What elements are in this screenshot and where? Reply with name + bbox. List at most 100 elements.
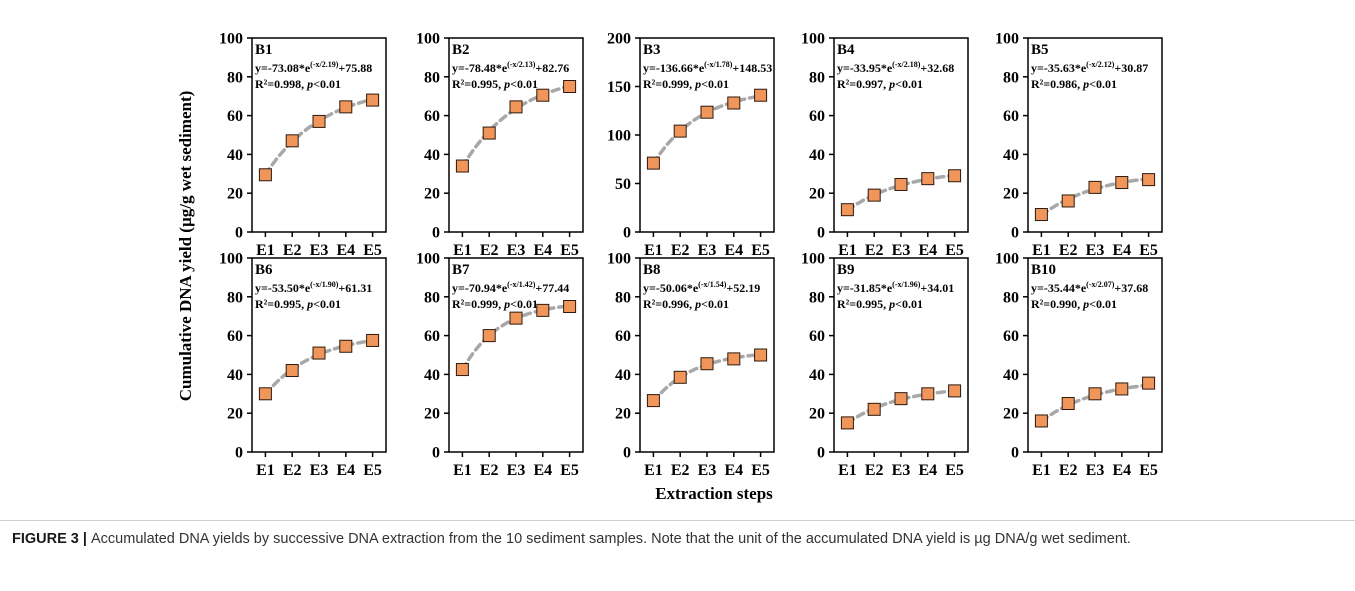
- y-tick-label: 0: [432, 225, 440, 242]
- p-symbol: p: [694, 77, 701, 91]
- y-tick-label: 40: [424, 147, 440, 164]
- data-point: [1142, 376, 1156, 390]
- x-tick-label: E5: [560, 242, 579, 259]
- x-tick-label: E4: [1112, 242, 1131, 259]
- p-symbol: p: [694, 297, 701, 311]
- p-symbol: p: [503, 297, 510, 311]
- y-tick-label: 60: [424, 328, 440, 345]
- data-point: [455, 159, 469, 173]
- x-tick-label: E4: [1112, 462, 1131, 479]
- y-tick-label: 200: [607, 31, 631, 48]
- fit-statistics: R²=0.998, p<0.01: [255, 77, 341, 91]
- data-point: [482, 329, 496, 343]
- data-point: [646, 156, 660, 170]
- x-tick-label: E3: [892, 242, 911, 259]
- y-tick-label: 0: [235, 225, 243, 242]
- x-tick-label: E3: [698, 462, 717, 479]
- data-point: [1115, 176, 1129, 190]
- data-point: [339, 100, 353, 114]
- y-tick-label: 20: [424, 406, 440, 423]
- data-point: [894, 177, 908, 191]
- x-tick-label: E5: [363, 242, 382, 259]
- y-tick-label: 20: [1003, 186, 1019, 203]
- equation-base: y=-50.06*e: [643, 281, 699, 295]
- panel-label: B4: [837, 42, 855, 58]
- equation-constant: +34.01: [920, 281, 954, 295]
- panel-label: B10: [1031, 262, 1056, 278]
- caption-divider: [0, 520, 1355, 521]
- p-value: <0.01: [313, 77, 341, 91]
- panel-b1: 0 20 40 60 80 100 E1 E2 E3 E4 E5 B1 y=-73.08*e(-x/2.…: [219, 31, 387, 259]
- x-tick-label: E2: [283, 242, 302, 259]
- data-point: [339, 339, 353, 353]
- panel-label: B6: [255, 262, 273, 278]
- x-tick-label: E5: [363, 462, 382, 479]
- y-tick-label: 40: [615, 367, 631, 384]
- equation-base: y=-31.85*e: [837, 281, 893, 295]
- x-tick-label: E5: [945, 462, 964, 479]
- data-point: [1034, 414, 1048, 428]
- r-squared: R²=0.999,: [452, 297, 504, 311]
- y-tick-label: 20: [1003, 406, 1019, 423]
- x-tick-label: E1: [838, 242, 857, 259]
- y-tick-label: 100: [801, 31, 825, 48]
- x-tick-label: E4: [533, 462, 552, 479]
- y-tick-label: 100: [607, 128, 631, 145]
- y-tick-label: 80: [227, 69, 243, 86]
- y-tick-label: 80: [809, 69, 825, 86]
- y-tick-label: 0: [817, 225, 825, 242]
- p-symbol: p: [1082, 297, 1089, 311]
- equation-base: y=-53.50*e: [255, 281, 311, 295]
- x-tick-label: E2: [1059, 462, 1078, 479]
- y-tick-label: 80: [1003, 69, 1019, 86]
- x-tick-label: E1: [1032, 242, 1051, 259]
- y-tick-label: 100: [995, 31, 1019, 48]
- equation-exponent: (-x/1.96): [892, 280, 921, 289]
- x-tick-label: E2: [865, 242, 884, 259]
- fit-equation: y=-50.06*e(-x/1.54)+52.19: [643, 280, 760, 295]
- r-squared: R²=0.998,: [255, 77, 307, 91]
- x-tick-label: E3: [507, 462, 526, 479]
- equation-constant: +77.44: [535, 281, 569, 295]
- y-tick-label: 60: [227, 328, 243, 345]
- data-point: [366, 333, 380, 347]
- y-tick-label: 100: [416, 31, 440, 48]
- x-tick-label: E1: [256, 462, 275, 479]
- data-point: [563, 300, 577, 313]
- y-tick-label: 0: [1011, 225, 1019, 242]
- r-squared: R²=0.995,: [837, 297, 889, 311]
- data-point: [921, 387, 935, 401]
- data-point: [536, 303, 550, 317]
- r-squared: R²=0.986,: [1031, 77, 1083, 91]
- equation-exponent: (-x/1.78): [704, 60, 733, 69]
- p-value: <0.01: [1089, 77, 1117, 91]
- data-point: [1142, 173, 1156, 187]
- equation-exponent: (-x/2.19): [310, 60, 339, 69]
- x-tick-label: E2: [480, 242, 499, 259]
- p-symbol: p: [888, 77, 895, 91]
- data-point: [1061, 397, 1075, 410]
- x-tick-label: E1: [453, 462, 472, 479]
- data-point: [482, 126, 496, 140]
- data-point: [1034, 208, 1048, 222]
- data-point: [840, 203, 854, 217]
- p-value: <0.01: [510, 77, 538, 91]
- equation-constant: +82.76: [535, 61, 569, 75]
- y-tick-label: 0: [1011, 445, 1019, 462]
- y-tick-label: 50: [615, 176, 631, 193]
- y-tick-label: 80: [424, 69, 440, 86]
- equation-exponent: (-x/2.12): [1086, 60, 1115, 69]
- y-tick-label: 60: [1003, 328, 1019, 345]
- x-tick-label: E2: [1059, 242, 1078, 259]
- panel-b8: 0 20 40 60 80 100 E1 E2 E3 E4 E5 B8 y=-50.06*e(-x/1.…: [607, 251, 775, 479]
- p-symbol: p: [888, 297, 895, 311]
- x-tick-label: E3: [310, 462, 329, 479]
- y-tick-label: 80: [1003, 289, 1019, 306]
- figure-caption: FIGURE 3 | Accumulated DNA yields by suc…: [12, 528, 1342, 550]
- p-value: <0.01: [510, 297, 538, 311]
- equation-constant: +61.31: [338, 281, 372, 295]
- y-tick-label: 60: [809, 108, 825, 125]
- y-tick-label: 100: [801, 251, 825, 268]
- y-tick-label: 40: [227, 147, 243, 164]
